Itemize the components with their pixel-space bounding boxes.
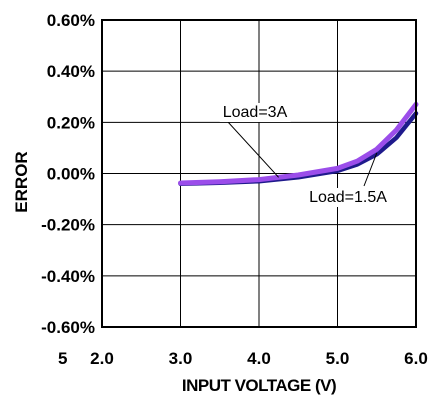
plot-frame [101,19,417,328]
y-tick-label-0-40: 0.40% [47,62,95,81]
series-line-load-3a [178,101,419,186]
y-tick-label-0-20: 0.20% [47,113,95,132]
y-tick-labels: 0.60% 0.40% 0.20% 0.00% -0.20% -0.40% -0.60% [41,11,95,337]
y-tick-label-0-40: -0.40% [41,267,95,286]
x-tick-labels: 5 2.0 3.0 4.0 5.0 6.0 [58,349,428,368]
x-tick-label-2-0: 2.0 [90,349,114,368]
y-tick-label-0-60: -0.60% [41,318,95,337]
x-tick-label-3-0: 3.0 [169,349,193,368]
annotation-load-1-5a: Load=1.5A [309,189,387,206]
y-tick-label-0-00: 0.00% [47,165,95,184]
x-axis-title: INPUT VOLTAGE (V) [182,376,336,395]
y-tick-label-0-20: -0.20% [41,216,95,235]
annotation-leader-load-1-5a [363,152,378,187]
x-tick-label-4-0: 4.0 [247,349,271,368]
annotation-load-3a: Load=3A [223,104,288,121]
y-tick-label-0-60: 0.60% [47,11,95,30]
annotation-box-load-1-5a [306,188,391,207]
series-group [178,101,419,186]
x-tick-label-5-0: 5.0 [326,349,350,368]
y-axis-title: ERROR [12,151,31,212]
x-tick-label-5: 5 [58,349,67,368]
annotation-box-load-3a [219,103,291,122]
x-tick-label-6-0: 6.0 [404,349,428,368]
grid [102,20,416,327]
annotation-leader-load-3a [227,121,279,178]
